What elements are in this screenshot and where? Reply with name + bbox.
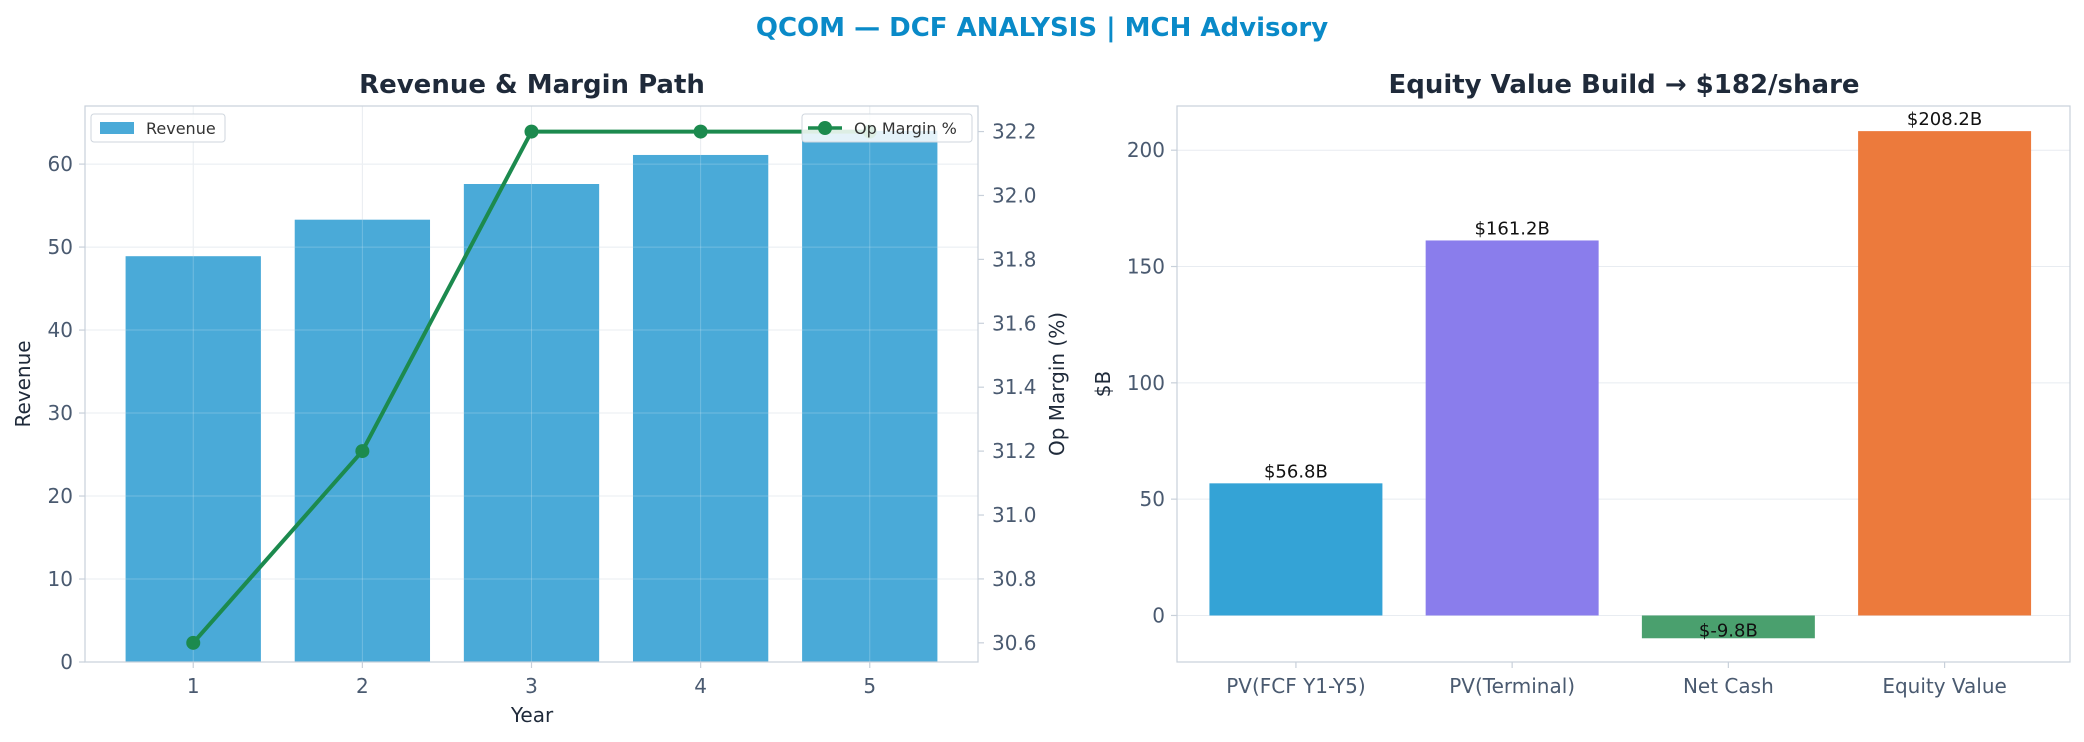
equity-value-chart: Equity Value Build → $182/share $56.8B $1… bbox=[1091, 70, 2071, 698]
y2-tick-label: 31.4 bbox=[992, 375, 1037, 399]
op-margin-legend-label: Op Margin % bbox=[854, 119, 957, 138]
y-tick-label: 150 bbox=[1127, 255, 1165, 279]
x-tick-label: 4 bbox=[694, 674, 707, 698]
revenue-bar bbox=[463, 184, 600, 662]
equity-bars: $56.8B $161.2B $-9.8B $208.2B bbox=[1209, 109, 2032, 641]
y-tick-label: 60 bbox=[48, 152, 73, 176]
plot-frame bbox=[1176, 105, 2071, 663]
equity-bar-label: $-9.8B bbox=[1699, 620, 1758, 641]
y-tick-label: 0 bbox=[1152, 603, 1165, 627]
y2-tick-label: 31.6 bbox=[992, 311, 1037, 335]
y-tick-label: 0 bbox=[60, 650, 73, 674]
x-tick-label: Net Cash bbox=[1683, 674, 1774, 698]
equity-bar-label: $208.2B bbox=[1907, 109, 1982, 130]
x-tick-label: 2 bbox=[356, 674, 369, 698]
equity-bar-label: $56.8B bbox=[1264, 461, 1328, 482]
revenue-bar bbox=[294, 219, 431, 662]
equity-bar-label: $161.2B bbox=[1474, 218, 1549, 239]
equity-bar bbox=[1858, 131, 2032, 616]
y2-tick-label: 30.6 bbox=[992, 631, 1037, 655]
op-margin-point bbox=[524, 124, 539, 139]
y2-tick-label: 31.8 bbox=[992, 247, 1037, 271]
equity-bar bbox=[1641, 615, 1815, 639]
y2-tick-label: 32.0 bbox=[992, 183, 1037, 207]
y-tick-label: 200 bbox=[1127, 138, 1165, 162]
revenue-legend-label: Revenue bbox=[146, 119, 216, 138]
equity-bar bbox=[1209, 483, 1383, 616]
x-tick-label: 5 bbox=[863, 674, 876, 698]
revenue-chart-xlabel: Year bbox=[510, 703, 554, 727]
op-margin-point bbox=[693, 124, 708, 139]
y2-tick-label: 31.0 bbox=[992, 503, 1037, 527]
figure-title: QCOM — DCF ANALYSIS | MCH Advisory bbox=[756, 13, 1328, 43]
x-tick-label: PV(Terminal) bbox=[1449, 674, 1575, 698]
op-margin-point bbox=[186, 635, 201, 650]
op-margin-point bbox=[355, 444, 370, 459]
equity-chart-axes: 0 50 100 150 200 PV(FCF Y1-Y5) PV(Terminal) Net… bbox=[1127, 105, 2071, 698]
revenue-chart-ylabel: Revenue bbox=[11, 340, 35, 427]
legend-revenue: Revenue bbox=[90, 113, 226, 143]
x-tick-label: 3 bbox=[525, 674, 538, 698]
x-tick-label: 1 bbox=[187, 674, 200, 698]
y2-tick-label: 31.2 bbox=[992, 439, 1037, 463]
revenue-chart-axes: 0 10 20 30 40 50 60 30.6 30.8 31.0 31.2 31.4 31.6 31.… bbox=[48, 105, 1037, 698]
op-margin-legend-marker bbox=[818, 121, 832, 135]
equity-chart-title: Equity Value Build → $182/share bbox=[1388, 70, 1859, 100]
revenue-bar bbox=[632, 154, 769, 663]
y2-tick-label: 32.2 bbox=[992, 120, 1037, 144]
y-tick-label: 40 bbox=[48, 318, 73, 342]
x-tick-label: PV(FCF Y1-Y5) bbox=[1226, 674, 1365, 698]
y-tick-label: 100 bbox=[1127, 371, 1165, 395]
revenue-chart-y2label: Op Margin (%) bbox=[1045, 312, 1069, 456]
revenue-margin-chart: Revenue & Margin Path 0 10 20 30 40 50 60 30.6 3… bbox=[11, 70, 1069, 727]
y-tick-label: 20 bbox=[48, 484, 73, 508]
equity-chart-ylabel: $B bbox=[1091, 371, 1115, 397]
y-tick-label: 30 bbox=[48, 401, 73, 425]
y-tick-label: 10 bbox=[48, 567, 73, 591]
y-tick-label: 50 bbox=[1140, 487, 1165, 511]
revenue-chart-title: Revenue & Margin Path bbox=[359, 70, 705, 100]
legend-op-margin: Op Margin % bbox=[801, 113, 973, 143]
revenue-bars bbox=[85, 106, 978, 663]
revenue-legend-swatch bbox=[100, 122, 134, 134]
x-tick-label: Equity Value bbox=[1882, 674, 2007, 698]
y-tick-label: 50 bbox=[48, 235, 73, 259]
equity-bar bbox=[1425, 240, 1599, 616]
y2-tick-label: 30.8 bbox=[992, 567, 1037, 591]
revenue-bar bbox=[802, 130, 938, 663]
